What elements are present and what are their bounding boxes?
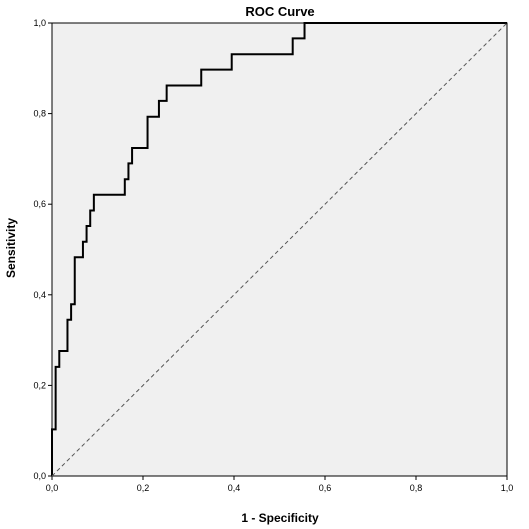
y-tick-label: 0,6 <box>33 199 46 209</box>
y-tick-label: 0,8 <box>33 109 46 119</box>
chart-title: ROC Curve <box>245 4 314 19</box>
roc-curve-line <box>51 22 507 476</box>
x-tick-label: 1,0 <box>501 483 514 493</box>
y-axis-label: Sensitivity <box>4 218 18 278</box>
x-axis-label: 1 - Specificity <box>241 511 319 525</box>
y-tick-label: 0,4 <box>33 290 46 300</box>
x-tick-label: 0,6 <box>319 483 332 493</box>
series-layer <box>51 22 508 477</box>
y-tick-label: 0,0 <box>33 471 46 481</box>
x-tick-label: 0,2 <box>137 483 150 493</box>
reference-diagonal-line <box>51 22 508 477</box>
plot-area <box>51 22 508 477</box>
x-tick-label: 0,4 <box>228 483 241 493</box>
y-tick-label: 1,0 <box>33 18 46 28</box>
axis-ticks: 0,0 0,2 0,4 0,6 0,8 1,0 0,0 0,2 0,4 0,6 0,8 1,0 <box>33 18 513 493</box>
x-tick-label: 0,8 <box>410 483 423 493</box>
x-tick-label: 0,0 <box>46 483 59 493</box>
y-tick-label: 0,2 <box>33 380 46 390</box>
